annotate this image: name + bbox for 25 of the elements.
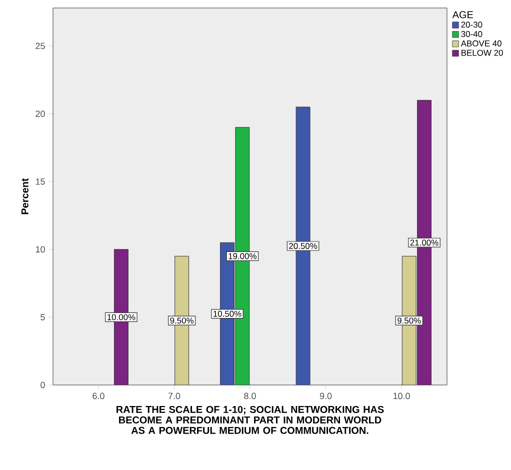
data-label: 21.00% bbox=[410, 240, 438, 246]
data-label: 9.50% bbox=[170, 318, 194, 324]
y-tick-label: 25 bbox=[36, 42, 45, 50]
y-tick-label: 15 bbox=[36, 178, 45, 185]
data-label: 19.00% bbox=[228, 253, 256, 260]
x-tick-label: 9.0 bbox=[320, 392, 332, 400]
data-label: 9.50% bbox=[398, 318, 421, 324]
y-axis-title: Percent bbox=[21, 178, 28, 214]
legend-title: AGE bbox=[452, 11, 473, 18]
data-label: 10.00% bbox=[107, 314, 136, 320]
data-label: 10.50% bbox=[214, 310, 242, 317]
legend-label: 30-40 bbox=[461, 31, 482, 38]
x-axis-title: RATE THE SCALE OF 1-10; SOCIAL NETWORKING HAS BECOME A PREDOMINANT PART IN MODERN WORLD AS A POWERFUL MEDIUM OF COMMUNICATION. bbox=[116, 406, 384, 434]
x-tick-label: 7.0 bbox=[168, 392, 180, 400]
x-tick-label: 6.0 bbox=[92, 392, 104, 400]
y-tick-label: 5 bbox=[40, 314, 45, 320]
legend-label: BELOW 20 bbox=[462, 50, 503, 56]
y-tick-label: 20 bbox=[36, 110, 45, 117]
legend-label: ABOVE 40 bbox=[460, 40, 502, 46]
y-tick-label: 10 bbox=[36, 246, 45, 253]
y-tick-label: 0 bbox=[40, 382, 45, 388]
legend-label: 20-30 bbox=[461, 22, 482, 28]
x-tick-label: 8.0 bbox=[244, 392, 256, 400]
data-label: 20.50% bbox=[289, 243, 318, 249]
x-tick-label: 10.0 bbox=[394, 392, 410, 400]
